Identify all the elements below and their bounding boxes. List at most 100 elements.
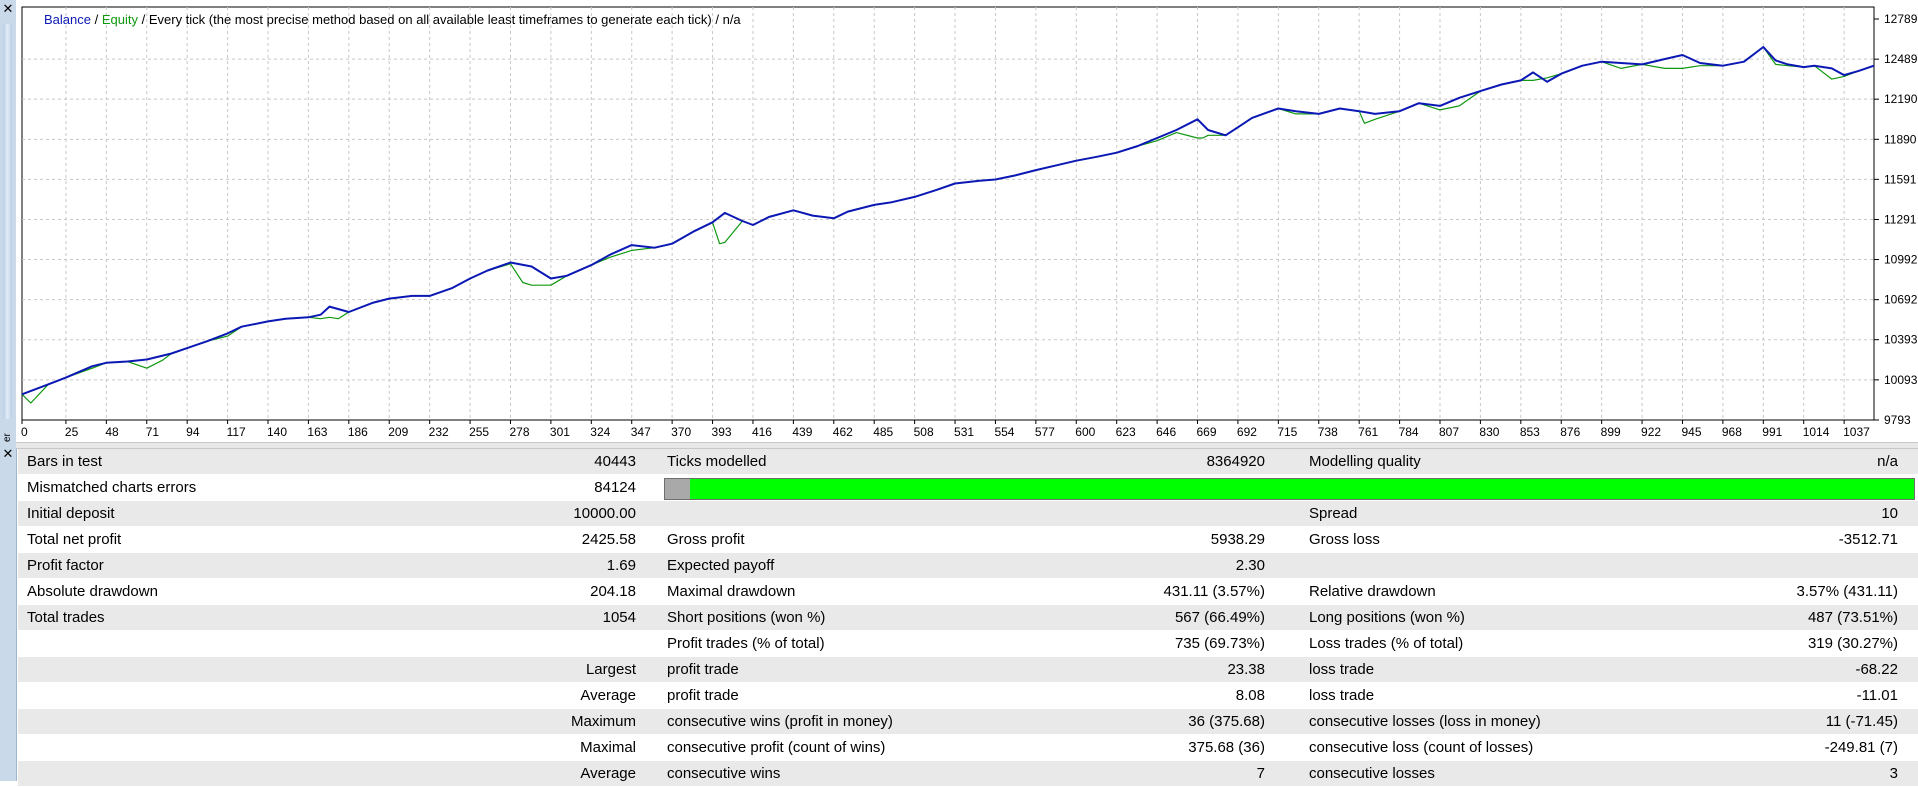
x-tick-label: 393	[712, 425, 732, 439]
report-cell-c5: consecutive losses	[1309, 765, 1435, 782]
chart-legend: Balance / Equity / Every tick (the most …	[44, 12, 741, 27]
report-cell-c3: profit trade	[667, 661, 739, 678]
report-cell-c5: Long positions (won %)	[1309, 609, 1465, 626]
x-tick-label: 255	[469, 425, 489, 439]
modelling-quality-bar-gray	[665, 479, 690, 499]
report-cell-c1: Mismatched charts errors	[27, 479, 197, 496]
x-tick-label: 163	[307, 425, 327, 439]
y-tick-label: 12789	[1884, 12, 1918, 26]
x-tick-label: 922	[1641, 425, 1661, 439]
report-cell-c4: 567 (66.49%)	[1174, 609, 1265, 626]
report-cell-c5: Spread	[1309, 505, 1358, 522]
y-tick-label: 10393	[1884, 333, 1918, 347]
report-cell-c3: consecutive wins (profit in money)	[667, 713, 893, 730]
report-cell-c2: 10000.00	[573, 505, 636, 522]
legend-suffix: n/a	[722, 12, 741, 27]
report-cell-c1: Initial deposit	[27, 505, 115, 522]
report-row: Bars in test 40443 Ticks modelled 8364920 Mo…	[18, 449, 1918, 475]
report-cell-c5: consecutive loss (count of losses)	[1309, 739, 1534, 756]
report-cell-c3: Ticks modelled	[667, 453, 767, 470]
chart-canvas: 12789 12489 12190 11890 11591 11291 10992 10692…	[21, 6, 1918, 439]
report-cell-c3: Short positions (won %)	[667, 609, 826, 626]
y-tick-label: 12190	[1884, 92, 1918, 106]
legend-description: Every tick (the most precise method base…	[148, 12, 712, 27]
report-row: Total trades 1054 Short positions (won %) 5…	[18, 605, 1918, 631]
x-tick-label: 462	[833, 425, 853, 439]
report-cell-c6: 3.57% (431.11)	[1796, 583, 1898, 600]
x-tick-label: 232	[429, 425, 449, 439]
dock-handle[interactable]	[3, 24, 12, 419]
report-cell-c2: 1.69	[606, 557, 636, 574]
x-tick-label: 48	[105, 425, 119, 439]
x-tick-label: 508	[914, 425, 934, 439]
x-tick-label: 94	[186, 425, 200, 439]
report-cell-c4: 23.38	[1227, 661, 1265, 678]
x-tick-label: 577	[1035, 425, 1055, 439]
x-tick-label: 646	[1156, 425, 1176, 439]
x-tick-label: 347	[631, 425, 651, 439]
report-cell-c4: 5938.29	[1210, 531, 1265, 548]
report-cell-c4: 8.08	[1235, 687, 1265, 704]
vertical-tab-label[interactable]: er	[2, 433, 13, 442]
report-cell-c6: -68.22	[1855, 661, 1898, 678]
report-row: Maximal consecutive profit (count of wins…	[18, 735, 1918, 761]
balance-equity-chart: 12789 12489 12190 11890 11591 11291 10992 10692…	[16, 0, 1918, 442]
report-cell-c6: n/a	[1877, 453, 1898, 470]
x-tick-label: 0	[21, 425, 28, 439]
report-cell-c2: Maximal	[580, 739, 636, 756]
x-tick-label: 876	[1560, 425, 1580, 439]
x-tick-label: 899	[1601, 425, 1621, 439]
x-tick-label: 71	[146, 425, 160, 439]
series-line-balance	[21, 46, 1875, 396]
x-tick-label: 669	[1197, 425, 1217, 439]
report-cell-c4: 431.11 (3.57%)	[1163, 583, 1265, 600]
report-row: Average consecutive wins 7 consecutive loss…	[18, 761, 1918, 787]
x-tick-label: 117	[227, 425, 246, 439]
report-cell-c4: 8364920	[1206, 453, 1265, 470]
modelling-quality-bar	[664, 478, 1915, 500]
report-cell-c1: Profit factor	[27, 557, 104, 574]
close-chart-icon[interactable]: ✕	[2, 2, 14, 17]
report-cell-c1: Absolute drawdown	[27, 583, 158, 600]
report-cell-c4: 375.68 (36)	[1188, 739, 1265, 756]
x-tick-label: 738	[1318, 425, 1338, 439]
x-tick-label: 830	[1479, 425, 1499, 439]
x-tick-label: 485	[873, 425, 893, 439]
x-tick-label: 278	[509, 425, 529, 439]
report-row: Total net profit 2425.58 Gross profit 5938.…	[18, 527, 1918, 553]
x-tick-label: 370	[671, 425, 691, 439]
y-tick-label: 10992	[1884, 253, 1918, 267]
x-tick-label: 140	[267, 425, 287, 439]
panel-splitter[interactable]	[16, 442, 1918, 449]
legend-sep-3: /	[715, 12, 723, 27]
report-cell-c6: -249.81 (7)	[1824, 739, 1898, 756]
report-cell-c2: Maximum	[570, 713, 636, 730]
report-row: Mismatched charts errors 84124	[18, 475, 1918, 501]
y-tick-label: 11591	[1884, 172, 1917, 186]
report-row: Largest profit trade 23.38 loss trade -68.22	[18, 657, 1918, 683]
x-tick-label: 1037	[1843, 425, 1870, 439]
report-cell-c2: Average	[580, 687, 636, 704]
report-cell-c3: Profit trades (% of total)	[667, 635, 825, 652]
report-cell-c6: 11 (-71.45)	[1825, 713, 1898, 730]
x-tick-label: 25	[65, 425, 79, 439]
report-cell-c4: 2.30	[1235, 557, 1265, 574]
x-tick-label: 853	[1520, 425, 1540, 439]
y-tick-label: 11890	[1884, 132, 1917, 146]
report-cell-c3: Expected payoff	[667, 557, 775, 574]
x-tick-label: 807	[1439, 425, 1459, 439]
report-cell-c3: consecutive profit (count of wins)	[667, 739, 886, 756]
legend-sep-1: /	[94, 12, 102, 27]
x-tick-label: 991	[1762, 425, 1782, 439]
x-tick-label: 301	[550, 425, 570, 439]
legend-equity: Equity	[101, 12, 138, 27]
plot-frame	[21, 6, 1875, 421]
report-cell-c4: 735 (69.73%)	[1174, 635, 1265, 652]
report-cell-c1: Total net profit	[27, 531, 122, 548]
x-tick-label: 416	[752, 425, 772, 439]
report-cell-c6: 10	[1881, 505, 1898, 522]
report-cell-c6: 487 (73.51%)	[1807, 609, 1898, 626]
test-report-table: Bars in test 40443 Ticks modelled 8364920 Mo…	[18, 449, 1918, 787]
close-report-icon[interactable]: ✕	[2, 447, 14, 462]
x-tick-label: 968	[1722, 425, 1742, 439]
